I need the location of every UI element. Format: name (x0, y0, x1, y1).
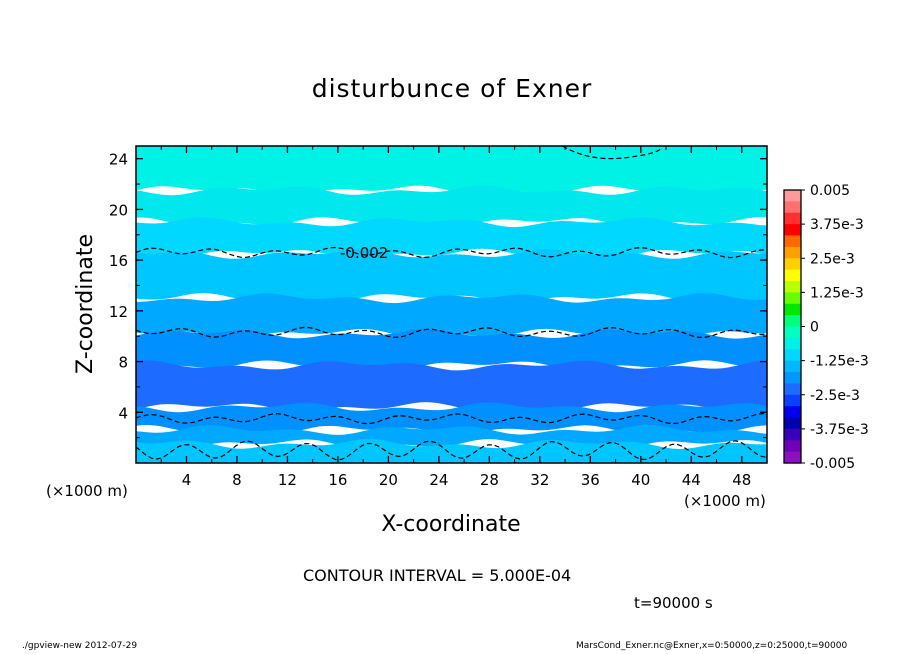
x-tick-label: 40 (631, 471, 650, 489)
y-tick-label: 4 (118, 404, 128, 422)
colorbar-swatch (784, 337, 801, 350)
dashed-contour-3 (135, 440, 768, 461)
x-tick-label: 20 (379, 471, 398, 489)
band-2 (136, 217, 767, 259)
band-9 (136, 438, 767, 463)
band-7 (136, 402, 767, 436)
colorbar-label: 2.5e-3 (810, 251, 855, 267)
colorbar-swatch (784, 235, 801, 248)
x-tick-label: 44 (682, 471, 701, 489)
colorbar-swatch (784, 303, 801, 316)
colorbar-label: -2.5e-3 (810, 388, 860, 404)
x-axis-label: X-coordinate (381, 512, 521, 537)
footer-right: MarsCond_Exner.nc@Exner,x=0:50000,z=0:25… (576, 641, 848, 651)
band-6 (136, 360, 767, 413)
x-axis-unit-right: (×1000 m) (684, 492, 766, 510)
chart-title: disturbunce of Exner (311, 74, 593, 103)
y-tick-label: 24 (109, 151, 128, 169)
contour-interval: CONTOUR INTERVAL = 5.000E-04 (303, 566, 572, 585)
colorbar-label: 1.25e-3 (810, 285, 864, 301)
x-tick-label: 16 (328, 471, 347, 489)
colorbar-swatch (784, 315, 801, 328)
colorbar-swatch (784, 246, 801, 259)
colorbar-swatch (784, 201, 801, 214)
x-tick-label: 12 (278, 471, 297, 489)
colorbar-swatch (784, 372, 801, 384)
colorbar-swatch (784, 360, 801, 373)
filled-bands (136, 146, 767, 463)
colorbar-label: -1.25e-3 (810, 354, 869, 370)
x-tick-label: 4 (182, 471, 192, 489)
colorbar-label: -3.75e-3 (810, 422, 869, 438)
band-4 (136, 293, 767, 339)
colorbar: 0.005 3.75e-3 2.5e-3 1.25e-3 0 -1.25e-3 -2.5e-… (783, 183, 869, 472)
colorbar-label: 0.005 (810, 183, 850, 199)
y-tick-label: 20 (109, 201, 128, 219)
x-tick-label: 24 (429, 471, 448, 489)
colorbar-swatch (784, 417, 801, 430)
colorbar-swatch (784, 258, 801, 271)
colorbar-swatch (784, 190, 801, 202)
band-1 (136, 185, 767, 228)
y-tick-label: 12 (109, 303, 128, 321)
dashed-contour-2 (135, 412, 768, 425)
x-axis-unit-left: (×1000 m) (46, 482, 128, 500)
dashed-contour-0 (135, 246, 768, 259)
colorbar-swatch (784, 451, 801, 464)
band-5 (136, 328, 767, 371)
colorbar-swatch (784, 224, 801, 237)
band-3 (136, 249, 767, 304)
colorbar-label: 0 (810, 320, 819, 336)
colorbar-swatch (784, 428, 801, 441)
x-tick-label: 28 (480, 471, 499, 489)
time-label: t=90000 s (634, 594, 713, 612)
colorbar-swatch (784, 212, 801, 225)
dashed-contour-top (562, 145, 662, 160)
colorbar-swatch (784, 440, 801, 453)
colorbar-swatch (784, 406, 801, 419)
contour-label: -0.002 (340, 244, 388, 262)
colorbar-label: 3.75e-3 (810, 217, 864, 233)
x-tick-label: 8 (232, 471, 242, 489)
x-tick-label: 36 (581, 471, 600, 489)
dashed-contours (135, 145, 768, 461)
y-axis-label: Z-coordinate (73, 234, 98, 374)
dashed-contour-1 (135, 326, 768, 339)
footer-left: ./gpview-new 2012-07-29 (22, 641, 138, 651)
y-tick-label: 16 (109, 252, 128, 270)
colorbar-swatch (784, 394, 801, 407)
x-tick-label: 48 (732, 471, 751, 489)
colorbar-swatch (784, 383, 801, 396)
plot-frame (135, 145, 768, 464)
y-tick-label: 8 (118, 354, 128, 372)
colorbar-label: -0.005 (810, 456, 855, 472)
colorbar-swatch (784, 269, 801, 282)
colorbar-swatch (784, 349, 801, 362)
colorbar-swatch (784, 326, 801, 339)
x-tick-label: 32 (530, 471, 549, 489)
colorbar-swatch (784, 281, 801, 293)
colorbar-swatch (784, 292, 801, 305)
